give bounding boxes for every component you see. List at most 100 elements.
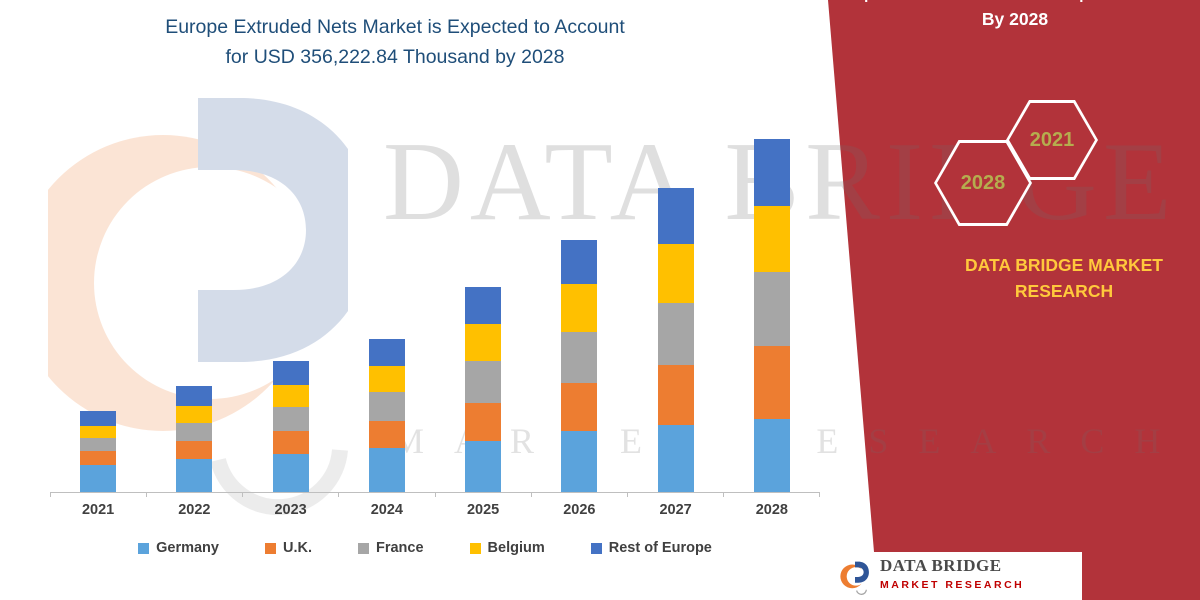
background-brand-logo — [48, 98, 348, 516]
bar-segment-france — [272, 406, 309, 431]
bar-segment-u-k- — [176, 440, 213, 460]
bar-segment-germany — [176, 459, 213, 492]
bar-segment-france — [657, 302, 694, 366]
legend-item-france: France — [357, 540, 424, 556]
axis-tick — [338, 493, 340, 497]
bar-segment-rest-of-europe — [561, 239, 598, 285]
bar-group-2026 — [531, 239, 627, 492]
legend-label: U.K. — [282, 540, 312, 556]
stacked-bar-2028 — [753, 139, 790, 492]
axis-tick — [146, 493, 148, 497]
bar-segment-u-k- — [657, 365, 694, 425]
category-label-2027: 2027 — [659, 502, 692, 518]
legend-label: Rest of Europe — [608, 540, 712, 556]
bar-group-2021 — [50, 411, 146, 492]
bar-segment-germany — [272, 454, 309, 492]
legend-swatch — [138, 542, 150, 554]
bar-segment-u-k- — [368, 420, 405, 449]
footer-logo-card: DATA BRIDGE MARKET RESEARCH — [832, 552, 1082, 600]
category-label-2023: 2023 — [274, 502, 307, 518]
legend-swatch — [590, 542, 602, 554]
stacked-bar-2027 — [657, 188, 694, 492]
legend-swatch — [357, 542, 369, 554]
chart-title-line2: for USD 356,222.84 Thousand by 2028 — [225, 46, 565, 69]
stacked-bar-2023 — [272, 361, 309, 492]
axis-tick — [50, 493, 51, 497]
bar-segment-france — [561, 331, 598, 384]
legend-label: France — [375, 540, 424, 556]
bar-segment-germany — [657, 424, 694, 492]
bar-segment-u-k- — [753, 346, 790, 419]
stacked-bar-2021 — [80, 411, 117, 492]
legend-item-germany: Germany — [138, 540, 219, 556]
bar-segment-germany — [561, 430, 598, 492]
footer-logo-name: DATA BRIDGE — [880, 556, 1002, 575]
bar-segment-belgium — [368, 366, 405, 393]
category-label-2028: 2028 — [755, 502, 788, 518]
stacked-bar-2024 — [368, 338, 405, 492]
category-label-2024: 2024 — [370, 502, 403, 518]
stacked-bar-2025 — [465, 287, 502, 492]
stacked-bar-2026 — [561, 239, 598, 492]
bar-segment-france — [465, 361, 502, 403]
legend-swatch — [469, 542, 481, 554]
legend-item-belgium: Belgium — [469, 540, 545, 556]
footer-logo-text: DATA BRIDGE MARKET RESEARCH — [880, 556, 1024, 591]
panel-clipped-top-line: Europe Extruded Nets Market is Expected … — [830, 0, 1200, 3]
legend-label: Belgium — [487, 540, 545, 556]
side-panel-background — [828, 0, 1200, 600]
side-panel-content: Europe Extruded Nets Market is Expected … — [760, 0, 1200, 600]
axis-tick — [819, 493, 820, 497]
category-label-2022: 2022 — [178, 502, 211, 518]
legend-swatch — [264, 542, 276, 554]
bar-segment-u-k- — [465, 402, 502, 441]
bar-segment-germany — [368, 448, 405, 492]
bar-segment-rest-of-europe — [753, 139, 790, 206]
chart-title-line1: Europe Extruded Nets Market is Expected … — [165, 16, 625, 38]
axis-tick — [626, 493, 628, 497]
footer-brand-logo-icon — [840, 561, 869, 595]
bar-segment-france — [176, 422, 213, 441]
legend-label: Germany — [156, 540, 219, 556]
hexagon-2028-label: 2028 — [937, 143, 1029, 223]
bar-segment-rest-of-europe — [272, 361, 309, 386]
bar-segment-u-k- — [272, 430, 309, 455]
axis-tick — [434, 493, 436, 497]
category-label-2021: 2021 — [81, 502, 115, 518]
bar-segment-belgium — [272, 385, 309, 407]
bar-segment-rest-of-europe — [368, 338, 405, 367]
bar-segment-belgium — [465, 323, 502, 362]
axis-tick — [530, 493, 532, 497]
bar-group-2027 — [628, 188, 724, 492]
x-axis-labels: 2021 2022 2023 2024 2025 2026 2027 2028 — [50, 502, 820, 518]
category-label-2026: 2026 — [563, 502, 596, 518]
bar-group-2025 — [435, 287, 531, 492]
footer-logo-subtitle: MARKET RESEARCH — [880, 579, 1025, 591]
bar-segment-germany — [80, 465, 117, 492]
bar-segment-germany — [465, 440, 502, 492]
bar-segment-france — [80, 437, 117, 451]
bar-group-2022 — [146, 386, 242, 492]
bar-segment-u-k- — [561, 383, 598, 431]
axis-tick — [722, 493, 724, 497]
axis-ticks — [50, 493, 820, 497]
stacked-bar-2022 — [176, 386, 213, 492]
bar-segment-rest-of-europe — [465, 287, 502, 324]
legend-item-rest-of-europe: Rest of Europe — [590, 540, 712, 556]
category-label-2025: 2025 — [466, 502, 500, 518]
bar-segment-u-k- — [80, 450, 117, 466]
bar-segment-rest-of-europe — [80, 411, 117, 426]
bar-segment-belgium — [561, 284, 598, 332]
brand-wordmark: DATA BRIDGE MARKET RESEARCH — [965, 255, 1163, 302]
bar-segment-france — [368, 392, 405, 421]
bar-group-2023 — [243, 361, 339, 492]
bar-segment-germany — [753, 418, 790, 492]
bar-segment-rest-of-europe — [176, 386, 213, 406]
panel-by-year-line: By 2028 — [981, 9, 1049, 29]
bar-segment-belgium — [753, 205, 790, 273]
bar-segment-belgium — [80, 425, 117, 438]
bar-segment-france — [753, 272, 790, 347]
bar-segment-belgium — [176, 405, 213, 423]
plot-area — [50, 96, 820, 493]
